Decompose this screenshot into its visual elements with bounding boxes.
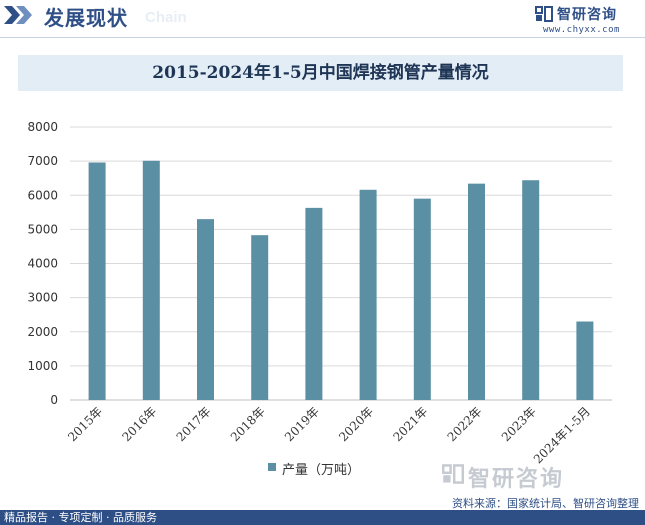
bar	[197, 219, 214, 400]
bar	[88, 162, 106, 400]
bar	[576, 321, 594, 400]
double-chevron-icon	[4, 6, 32, 24]
bar	[359, 189, 377, 400]
y-tick-label: 2000	[27, 325, 58, 339]
brand-logo: 智研咨询 www.chyxx.com	[535, 4, 635, 36]
y-tick-label: 8000	[27, 120, 58, 134]
chart-title-band: 2015-2024年1-5月中国焊接钢管产量情况	[18, 55, 623, 91]
bar	[305, 207, 323, 400]
bar	[142, 160, 160, 400]
y-tick-label: 3000	[27, 291, 58, 305]
x-tick-label: 2023年	[499, 404, 539, 444]
header-divider	[0, 37, 645, 38]
x-tick-label: 2024年1-5月	[531, 404, 593, 466]
watermark-icon	[442, 464, 464, 484]
section-title: 发展现状	[44, 6, 128, 30]
x-tick-label: 2016年	[119, 404, 159, 444]
bar	[251, 235, 269, 400]
x-tick-label: 2021年	[390, 404, 430, 444]
y-tick-label: 1000	[27, 359, 58, 373]
legend-swatch	[268, 463, 276, 471]
bar	[522, 180, 540, 400]
brand-icon	[535, 6, 553, 22]
data-source: 资料来源：国家统计局、智研咨询整理	[452, 497, 639, 510]
footer-tagline: 精品报告 · 专项定制 · 品质服务	[4, 511, 157, 524]
y-tick-label: 6000	[27, 188, 58, 202]
brand-url: www.chyxx.com	[543, 25, 620, 35]
x-tick-label: 2017年	[174, 404, 214, 444]
bar	[413, 198, 431, 400]
bar	[468, 183, 485, 400]
x-tick-label: 2015年	[65, 404, 105, 444]
footer-bar	[0, 510, 645, 525]
watermark-brand: 智研咨询	[468, 467, 565, 492]
header: 发展现状 Chain 智研咨询 www.chyxx.com	[0, 0, 645, 38]
x-tick-label: 2020年	[336, 404, 376, 444]
x-tick-label: 2019年	[282, 404, 322, 444]
x-tick-label: 2022年	[445, 404, 485, 444]
y-tick-label: 5000	[27, 222, 58, 236]
y-tick-label: 0	[50, 393, 58, 407]
chart-title: 2015-2024年1-5月中国焊接钢管产量情况	[152, 63, 489, 83]
brand-name: 智研咨询	[557, 7, 617, 23]
x-tick-label: 2018年	[228, 404, 268, 444]
section-subtitle-en: Chain	[145, 9, 187, 26]
y-tick-label: 4000	[27, 257, 58, 271]
legend-label: 产量（万吨）	[282, 463, 361, 478]
y-tick-label: 7000	[27, 154, 58, 168]
